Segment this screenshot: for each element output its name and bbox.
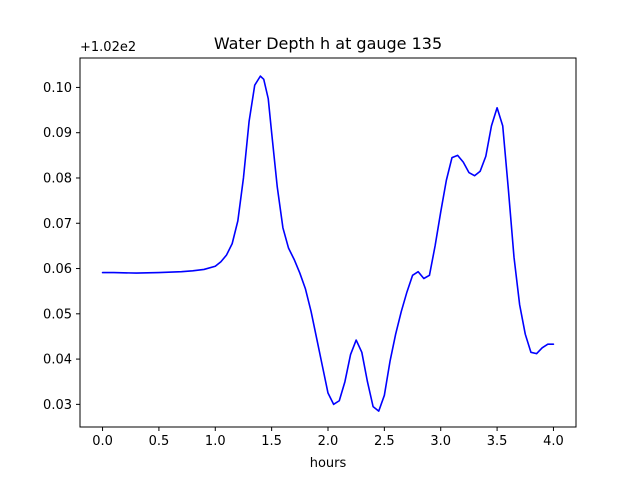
x-tick-label: 3.5	[487, 434, 508, 449]
x-tick-label: 2.0	[318, 434, 339, 449]
series-line-0	[101, 75, 555, 412]
x-tick-label: 3.0	[430, 434, 451, 449]
chart-title: Water Depth h at gauge 135	[214, 34, 442, 53]
x-tick-label: 1.5	[261, 434, 282, 449]
y-axis-ticks: 0.03 0.04 0.05 0.06 0.07 0.08 0.09 0.10	[43, 81, 80, 413]
y-tick-label: 0.05	[43, 307, 72, 322]
y-tick-label: 0.07	[43, 217, 72, 232]
y-tick-label: 0.09	[43, 126, 72, 141]
x-tick-label: 4.0	[543, 434, 564, 449]
x-tick-label: 1.0	[205, 434, 226, 449]
x-axis-label: hours	[310, 456, 347, 471]
x-tick-label: 0.5	[149, 434, 170, 449]
y-tick-label: 0.08	[43, 171, 72, 186]
x-tick-label: 0.0	[92, 434, 113, 449]
y-tick-label: 0.10	[43, 81, 72, 96]
y-tick-label: 0.06	[43, 262, 72, 277]
y-tick-label: 0.04	[43, 353, 72, 368]
y-tick-label: 0.03	[43, 398, 72, 413]
x-tick-label: 2.5	[374, 434, 395, 449]
y-offset-label: +1.02e2	[80, 40, 136, 55]
x-axis-ticks: 0.0 0.5 1.0 1.5 2.0 2.5 3.0 3.5 4.0	[92, 427, 564, 449]
